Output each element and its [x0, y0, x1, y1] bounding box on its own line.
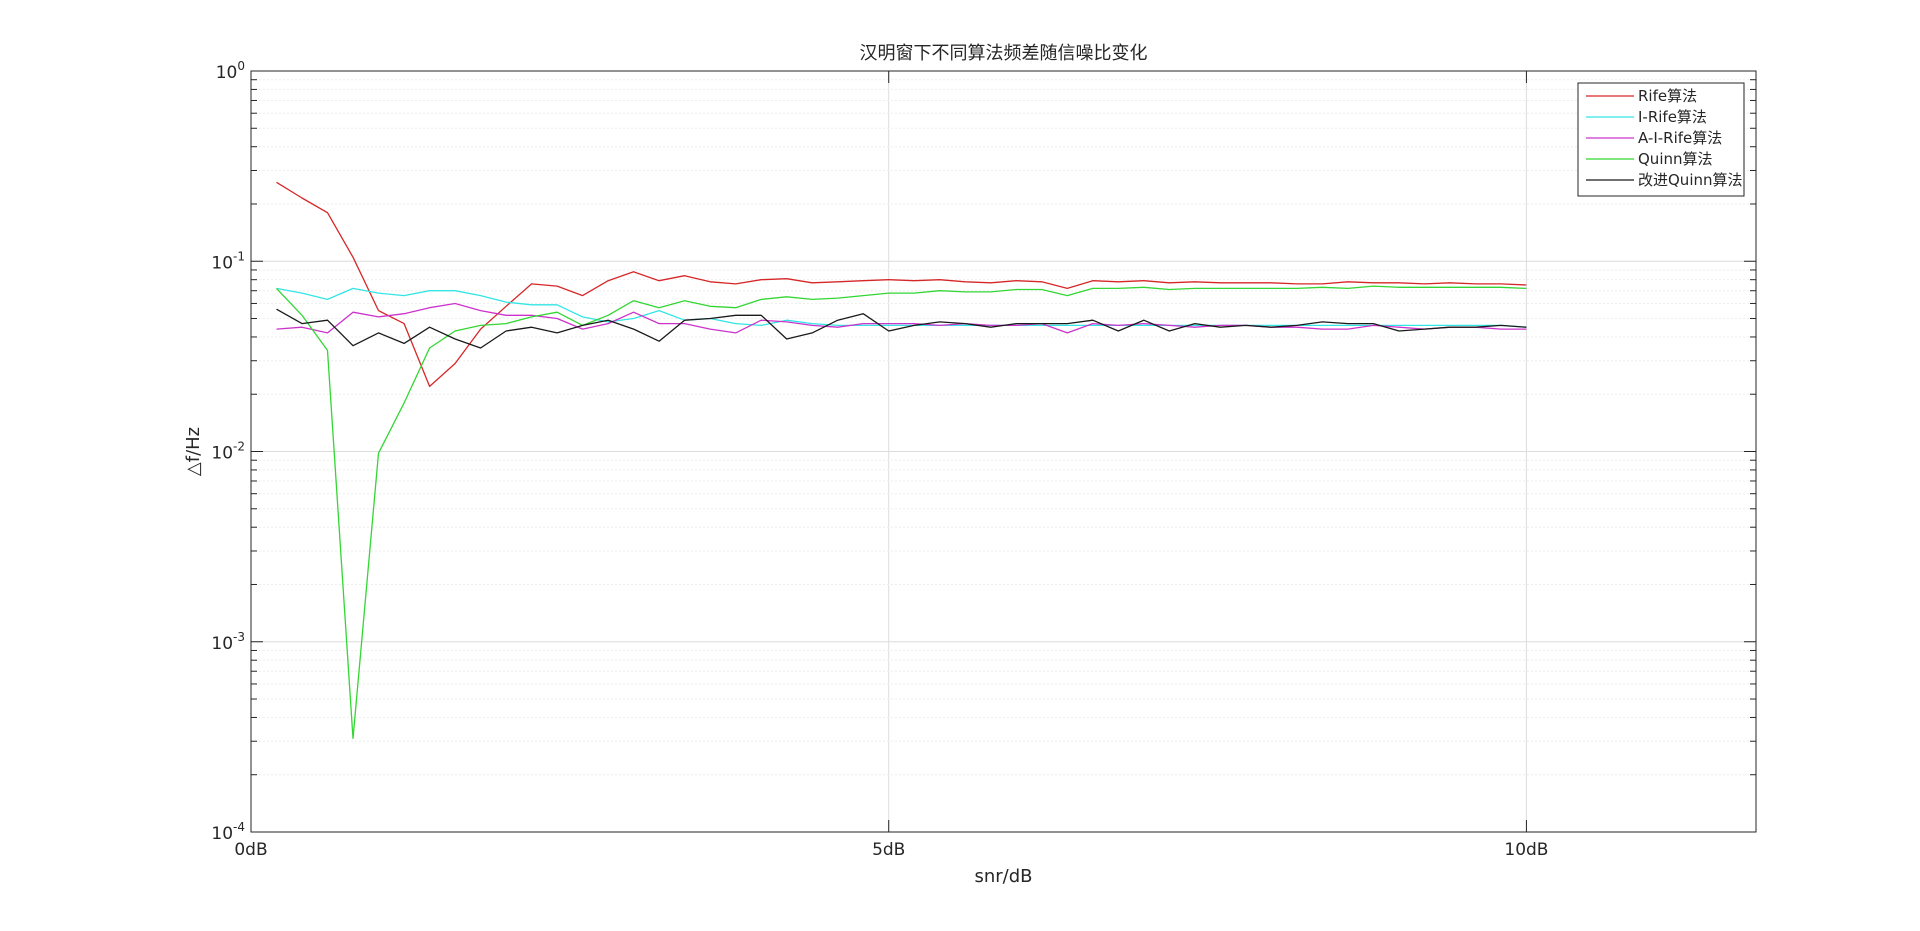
legend-entry: Rife算法 — [1638, 87, 1697, 105]
legend-entry: A-I-Rife算法 — [1638, 129, 1722, 147]
series-line-3 — [276, 302, 1527, 334]
legend-entry: I-Rife算法 — [1638, 108, 1707, 126]
y-tick-label: 10-3 — [211, 630, 245, 654]
grid — [250, 70, 1756, 833]
y-tick-label: 10-4 — [211, 820, 245, 844]
legend-box — [1577, 82, 1745, 197]
series-line-4 — [276, 285, 1527, 740]
y-tick-label: 100 — [216, 59, 245, 83]
axis-ticks: 0dB 5dB 10dB 10-4 10-3 10-2 10-1 100 — [211, 59, 1756, 860]
y-tick-label: 10-2 — [211, 440, 245, 464]
series-line-5 — [276, 308, 1527, 349]
y-tick-label: 10-1 — [211, 249, 245, 273]
chart-title: 汉明窗下不同算法频差随信噪比变化 — [860, 43, 1148, 64]
legend-entry: 改进Quinn算法 — [1638, 171, 1743, 189]
series-lines — [276, 181, 1527, 740]
legend-entry: Quinn算法 — [1638, 150, 1713, 168]
y-axis-label: △f/Hz — [183, 427, 204, 476]
x-tick-label: 5dB — [872, 840, 905, 860]
x-tick-label: 10dB — [1504, 840, 1548, 860]
x-axis-label: snr/dB — [974, 866, 1032, 887]
x-tick-label: 0dB — [234, 840, 267, 860]
series-line-2 — [276, 287, 1527, 328]
